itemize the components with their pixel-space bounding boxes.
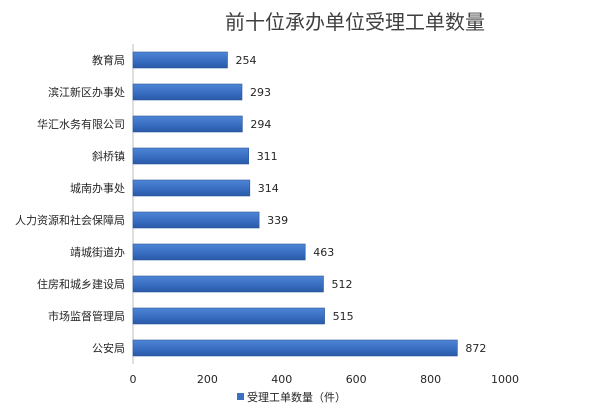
data-label: 254	[235, 54, 256, 67]
category-label: 住房和城乡建设局	[37, 277, 125, 291]
bar	[132, 339, 458, 357]
chart-title: 前十位承办单位受理工单数量	[225, 10, 485, 34]
category-label: 滨江新区办事处	[48, 85, 125, 99]
bar	[132, 83, 243, 101]
data-label: 515	[333, 310, 354, 323]
category-label: 公安局	[92, 341, 125, 355]
bar	[132, 147, 249, 165]
bar	[132, 211, 260, 229]
bar	[132, 179, 251, 197]
category-label: 市场监督管理局	[48, 309, 125, 323]
category-label: 华汇水务有限公司	[37, 117, 125, 131]
x-tick-label: 400	[271, 373, 292, 386]
data-label: 463	[313, 246, 334, 259]
bar	[132, 275, 324, 293]
data-label: 311	[257, 150, 278, 163]
legend-label: 受理工单数量（件）	[247, 391, 346, 404]
data-label: 314	[258, 182, 279, 195]
data-label: 293	[250, 86, 271, 99]
legend: 受理工单数量（件）	[237, 391, 346, 404]
data-label: 294	[250, 118, 271, 131]
category-label: 城南办事处	[70, 182, 125, 195]
data-label: 339	[267, 214, 288, 227]
bar	[132, 51, 228, 69]
x-tick-label: 800	[420, 373, 441, 386]
category-label: 斜桥镇	[92, 149, 125, 163]
bars-group: 教育局 254 滨江新区办事处 293 华汇水务有限公司 294 斜桥镇 311 城南办事处 31…	[15, 51, 486, 357]
bar	[132, 307, 325, 325]
x-tick-label: 600	[346, 373, 367, 386]
bar	[132, 243, 306, 261]
x-tick-label: 0	[130, 373, 137, 386]
category-label: 靖城街道办	[70, 245, 125, 259]
x-tick-label: 200	[197, 373, 218, 386]
bar	[132, 115, 243, 133]
category-label: 人力资源和社会保障局	[15, 213, 125, 227]
data-label: 872	[465, 342, 486, 355]
legend-swatch	[237, 393, 244, 400]
data-label: 512	[331, 278, 352, 291]
x-tick-label: 1000	[491, 373, 519, 386]
category-label: 教育局	[92, 53, 125, 67]
